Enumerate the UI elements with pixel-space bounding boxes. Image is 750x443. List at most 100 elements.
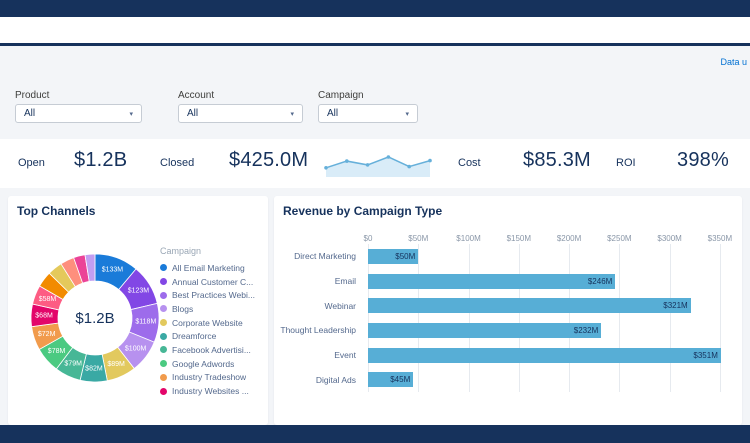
filter-campaign-select[interactable]: All ▾ bbox=[318, 104, 418, 123]
legend-item-8[interactable]: Industry Tradeshow bbox=[160, 371, 266, 385]
kpi-cost-value: $85.3M bbox=[523, 149, 591, 172]
header-tab-strip bbox=[0, 17, 750, 46]
donut-value-label: $68M bbox=[35, 312, 53, 319]
bar-category-labels: Direct MarketingEmailWebinarThought Lead… bbox=[274, 244, 362, 392]
bottom-bar bbox=[0, 425, 750, 443]
bar-email[interactable]: $246M bbox=[368, 274, 615, 289]
filter-campaign-value: All bbox=[327, 108, 338, 119]
bar-webinar[interactable]: $321M bbox=[368, 298, 691, 313]
top-channels-title: Top Channels bbox=[17, 204, 95, 218]
x-axis-tick-label: $250M bbox=[607, 234, 631, 243]
donut-value-label: $82M bbox=[85, 365, 103, 372]
legend-item-3[interactable]: Blogs bbox=[160, 302, 266, 316]
bar-category-label: Direct Marketing bbox=[294, 251, 356, 261]
bar-value-label: $232M bbox=[574, 323, 598, 338]
legend-item-5[interactable]: Dreamforce bbox=[160, 329, 266, 343]
legend-item-label: Dreamforce bbox=[172, 331, 216, 341]
x-axis-tick-label: $350M bbox=[708, 234, 732, 243]
filter-account-label: Account bbox=[178, 90, 303, 101]
donut-value-label: $89M bbox=[107, 361, 125, 368]
gridline bbox=[368, 244, 369, 392]
donut-value-label: $100M bbox=[125, 345, 147, 352]
x-axis-tick-label: $200M bbox=[557, 234, 581, 243]
legend-dot bbox=[160, 388, 167, 395]
legend-title: Campaign bbox=[160, 246, 266, 256]
bar-category-label: Webinar bbox=[325, 301, 357, 311]
data-updated-link[interactable]: Data u bbox=[720, 57, 747, 67]
revenue-by-campaign-type-card: Revenue by Campaign Type Direct Marketin… bbox=[274, 196, 742, 425]
bar-event[interactable]: $351M bbox=[368, 348, 721, 363]
gridline bbox=[670, 244, 671, 392]
top-channels-donut-chart: $133M $123M $118M $100M $89M $82M$79M $78M $72M… bbox=[23, 246, 167, 390]
filter-account-value: All bbox=[187, 108, 198, 119]
donut-value-label: $78M bbox=[48, 348, 66, 355]
legend-dot bbox=[160, 319, 167, 326]
bar-direct-marketing[interactable]: $50M bbox=[368, 249, 418, 264]
legend-item-9[interactable]: Industry Websites ... bbox=[160, 384, 266, 398]
bar-value-label: $50M bbox=[395, 249, 415, 264]
filter-product: Product All ▾ bbox=[15, 90, 142, 123]
legend-item-label: Industry Websites ... bbox=[172, 386, 249, 396]
top-channels-card: Top Channels $133M $123M $118M $100M $89M $82… bbox=[8, 196, 268, 425]
filter-account: Account All ▾ bbox=[178, 90, 303, 123]
gridline bbox=[519, 244, 520, 392]
kpi-open-label: Open bbox=[18, 157, 45, 169]
legend-item-label: All Email Marketing bbox=[172, 263, 245, 273]
gridline bbox=[418, 244, 419, 392]
bar-chart-plot-area: $50M $246M $321M $232M $351M $45M bbox=[368, 244, 742, 392]
legend-item-1[interactable]: Annual Customer C... bbox=[160, 275, 266, 289]
sparkline-point bbox=[387, 155, 391, 159]
donut-value-label: $72M bbox=[38, 331, 56, 338]
bar-value-label: $45M bbox=[390, 372, 410, 387]
legend-item-label: Annual Customer C... bbox=[172, 277, 253, 287]
sparkline-point bbox=[366, 163, 370, 167]
filter-product-select[interactable]: All ▾ bbox=[15, 104, 142, 123]
legend-dot bbox=[160, 360, 167, 367]
bar-category-label: Event bbox=[334, 350, 356, 360]
legend-item-label: Corporate Website bbox=[172, 318, 243, 328]
bar-category-label: Digital Ads bbox=[316, 375, 356, 385]
donut-value-label: $133M bbox=[102, 267, 124, 274]
legend-item-2[interactable]: Best Practices Webi... bbox=[160, 288, 266, 302]
filter-campaign-label: Campaign bbox=[318, 90, 418, 101]
gridline bbox=[569, 244, 570, 392]
legend-dot bbox=[160, 305, 167, 312]
filter-campaign: Campaign All ▾ bbox=[318, 90, 418, 123]
legend-item-6[interactable]: Facebook Advertisi... bbox=[160, 343, 266, 357]
top-navigation-bar bbox=[0, 0, 750, 17]
filter-product-value: All bbox=[24, 108, 35, 119]
bar-value-label: $321M bbox=[663, 298, 687, 313]
sparkline-point bbox=[407, 165, 411, 169]
donut-value-label: $123M bbox=[128, 288, 150, 295]
kpi-roi-label: ROI bbox=[616, 157, 636, 169]
gridline bbox=[720, 244, 721, 392]
legend-dot bbox=[160, 264, 167, 271]
bar-value-label: $246M bbox=[588, 274, 612, 289]
legend-item-7[interactable]: Google Adwords bbox=[160, 357, 266, 371]
legend-dot bbox=[160, 374, 167, 381]
donut-value-label: $79M bbox=[64, 361, 82, 368]
gridline bbox=[469, 244, 470, 392]
legend-item-label: Blogs bbox=[172, 304, 193, 314]
donut-value-label: $118M bbox=[135, 319, 156, 326]
kpi-band: Open $1.2B Closed $425.0M Cost $85.3M RO… bbox=[0, 139, 750, 188]
kpi-cost-label: Cost bbox=[458, 157, 481, 169]
bar-thought-leadership[interactable]: $232M bbox=[368, 323, 601, 338]
x-axis-tick-label: $300M bbox=[657, 234, 681, 243]
bar-digital-ads[interactable]: $45M bbox=[368, 372, 413, 387]
x-axis-tick-label: $50M bbox=[408, 234, 428, 243]
donut-legend: Campaign All Email Marketing Annual Custo… bbox=[160, 246, 266, 398]
filter-account-select[interactable]: All ▾ bbox=[178, 104, 303, 123]
legend-dot bbox=[160, 346, 167, 353]
bar-category-label: Thought Leadership bbox=[280, 325, 356, 335]
legend-item-4[interactable]: Corporate Website bbox=[160, 316, 266, 330]
legend-dot bbox=[160, 278, 167, 285]
chevron-down-icon: ▾ bbox=[290, 110, 294, 118]
sparkline-point bbox=[324, 166, 328, 170]
legend-item-0[interactable]: All Email Marketing bbox=[160, 261, 266, 275]
legend-item-label: Google Adwords bbox=[172, 359, 234, 369]
kpi-roi-value: 398% bbox=[677, 149, 729, 172]
legend-items: All Email MarketingAnnual Customer C...B… bbox=[160, 261, 266, 398]
sparkline-point bbox=[345, 159, 349, 163]
donut-value-label: $58M bbox=[39, 296, 57, 303]
